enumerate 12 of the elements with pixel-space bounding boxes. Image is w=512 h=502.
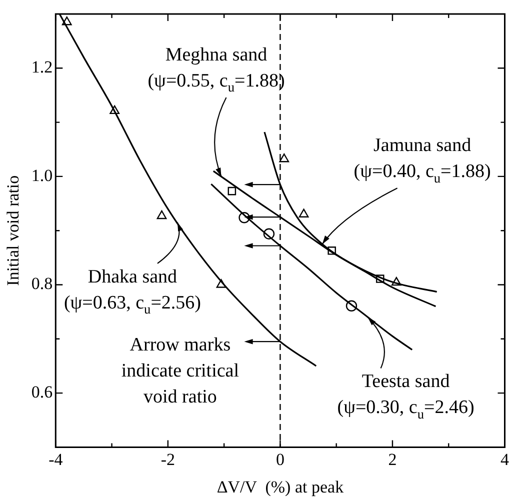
x-tick-label: -2: [160, 450, 176, 469]
y-tick-label: 1.2: [31, 58, 53, 77]
x-tick-label: 2: [388, 450, 397, 469]
y-axis-title: Initial void ratio: [4, 175, 23, 286]
y-tick-label: 0.6: [31, 382, 53, 402]
annotation: Arrow marks indicate critical void ratio: [121, 334, 240, 408]
y-tick-label: 1.0: [31, 166, 53, 185]
x-tick-label: 4: [500, 450, 510, 469]
x-tick-label: -4: [48, 450, 64, 469]
y-tick-label: 0.8: [31, 274, 53, 294]
x-tick-label: 0: [276, 450, 284, 469]
x-axis-title: ΔV/V (%) at peak: [216, 477, 344, 496]
